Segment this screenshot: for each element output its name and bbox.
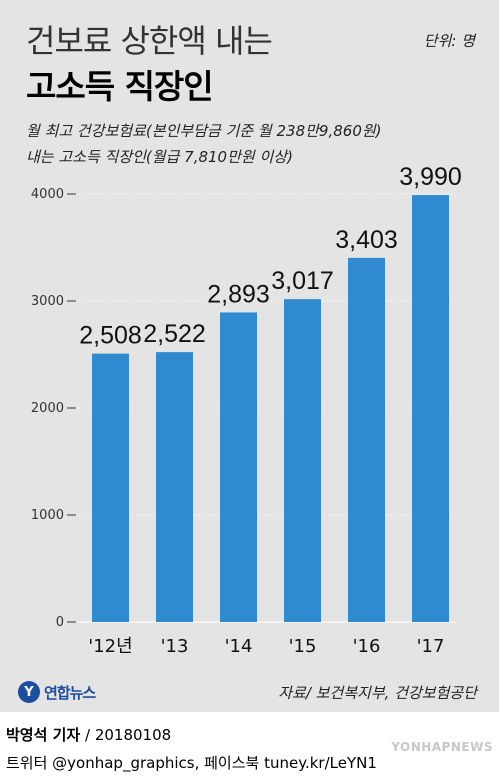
yonhap-logo-text: 연합뉴스 (44, 683, 96, 702)
bar-3 (284, 299, 321, 622)
social-links: 트위터 @yonhap_graphics, 페이스북 tuney.kr/LeYN… (6, 754, 377, 772)
yonhap-logo-icon: Y (18, 681, 40, 703)
value-label-0: 2,508 (79, 322, 142, 350)
value-label-2: 2,893 (207, 280, 270, 308)
category-label-0: '12년 (88, 636, 132, 657)
value-label-4: 3,403 (335, 226, 398, 254)
bar-chart: 0 1000 2000 3000 4000 2,508 '12년 2,522 '13 2,893 '… (31, 163, 462, 657)
y-tick-label-2000: 2000 (31, 401, 64, 416)
category-label-5: '17 (417, 636, 445, 657)
reporter-name: 박영석 기자 (6, 726, 81, 744)
yonhap-logo: Y 연합뉴스 (18, 680, 96, 704)
bar-0 (92, 353, 129, 622)
y-tick-label-1000: 1000 (31, 508, 64, 523)
unit-label: 단위: 명 (423, 32, 475, 50)
watermark: YONHAPNEWS (391, 740, 493, 754)
category-label-3: '15 (289, 636, 317, 657)
y-tick-label-0: 0 (56, 615, 64, 630)
bar-2 (220, 312, 257, 622)
category-label-1: '13 (161, 636, 189, 657)
source-credit: 자료/ 보건복지부, 건강보험공단 (278, 684, 477, 702)
category-label-2: '14 (225, 636, 253, 657)
subtitle-line-2: 내는 고소득 직장인(월급 7,810만원 이상) (26, 148, 293, 166)
bar-1 (156, 352, 193, 622)
subtitle-line-1: 월 최고 건강보험료(본인부담금 기준 월 238만9,860원) (26, 122, 382, 140)
value-label-3: 3,017 (271, 267, 334, 295)
reporter-credit: 박영석 기자 / 20180108 (6, 724, 171, 745)
y-tick-label-3000: 3000 (31, 294, 64, 309)
title-line-1: 건보료 상한액 내는 (26, 22, 273, 60)
subtitle: 월 최고 건강보험료(본인부담금 기준 월 238만9,860원) 내는 고소득… (26, 118, 486, 170)
category-label-4: '16 (353, 636, 381, 657)
bar-4 (348, 257, 385, 622)
reporter-date: / 20180108 (85, 726, 172, 744)
y-tick-label-4000: 4000 (31, 187, 64, 202)
value-label-1: 2,522 (143, 320, 206, 348)
bar-5 (412, 195, 449, 622)
value-label-5: 3,990 (399, 163, 462, 191)
title-line-2: 고소득 직장인 (26, 67, 214, 106)
